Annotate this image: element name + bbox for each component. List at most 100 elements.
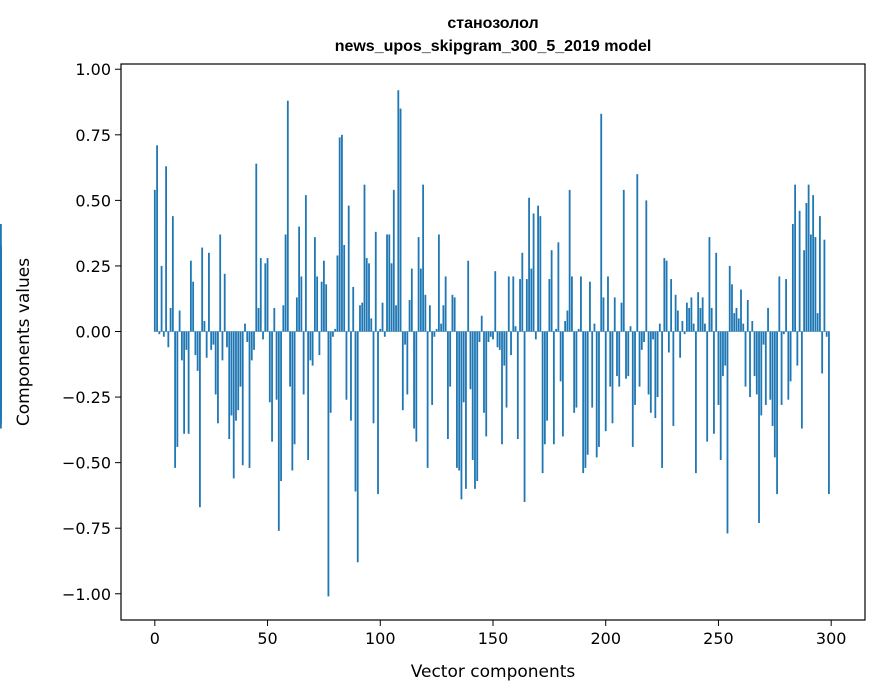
bar — [485, 331, 488, 437]
bar — [300, 276, 303, 332]
bar — [494, 271, 497, 332]
bar — [505, 331, 508, 408]
bar — [733, 313, 736, 332]
bar — [428, 305, 431, 332]
bar — [419, 268, 422, 332]
bar — [415, 331, 418, 442]
bar — [257, 307, 260, 332]
bar — [685, 302, 688, 332]
bar — [406, 331, 409, 395]
bar — [789, 331, 792, 382]
bar — [782, 331, 785, 335]
bar — [638, 331, 641, 387]
bar — [180, 331, 183, 361]
bar — [307, 331, 310, 461]
bar — [819, 216, 821, 332]
bar — [329, 331, 332, 413]
y-tick-label: −1.00 — [62, 585, 111, 604]
bar — [381, 302, 384, 332]
bar — [370, 318, 373, 332]
bar — [640, 331, 643, 350]
bar — [368, 263, 370, 332]
bar — [440, 323, 443, 332]
bar — [746, 300, 749, 332]
bar — [731, 284, 733, 332]
bar — [293, 331, 296, 445]
bar — [598, 331, 600, 447]
bar — [374, 231, 377, 332]
bar — [550, 250, 553, 332]
y-tick-label: 0.00 — [75, 323, 111, 342]
x-tick-label: 250 — [703, 629, 734, 648]
bar — [794, 184, 797, 332]
bar — [778, 276, 781, 332]
chart-subtitle: news_upos_skipgram_300_5_2019 model — [335, 38, 652, 55]
bar — [672, 331, 675, 426]
bar — [176, 331, 179, 447]
bar — [591, 331, 594, 408]
y-tick-label: 1.00 — [75, 60, 111, 79]
bar — [437, 234, 440, 332]
bar — [250, 331, 253, 361]
bar — [379, 328, 382, 332]
bar — [275, 331, 278, 400]
bar — [241, 331, 244, 466]
bar — [422, 184, 425, 332]
bar — [769, 331, 772, 400]
x-axis-label: Vector components — [411, 662, 576, 682]
bar — [690, 297, 693, 332]
bar — [753, 331, 756, 377]
bar — [444, 276, 447, 332]
bar — [586, 331, 589, 455]
bar — [354, 331, 357, 492]
bar — [744, 331, 747, 387]
bar — [318, 331, 321, 356]
bar — [271, 331, 273, 442]
bar — [178, 310, 181, 332]
bar — [530, 268, 533, 332]
x-tick-label: 50 — [257, 629, 277, 648]
bar — [284, 234, 287, 332]
bar — [332, 331, 334, 337]
bar — [165, 166, 167, 332]
bar — [208, 252, 210, 332]
bar — [336, 255, 339, 332]
bar — [377, 331, 379, 495]
bar — [259, 258, 262, 332]
bar — [722, 331, 724, 377]
bar — [226, 331, 228, 348]
bar — [634, 331, 636, 405]
bar — [726, 331, 729, 534]
bar — [478, 331, 481, 342]
bar — [248, 331, 251, 468]
bar — [611, 331, 614, 424]
x-tick-label: 200 — [590, 629, 621, 648]
bar — [510, 331, 512, 356]
bar — [390, 263, 393, 332]
bar — [580, 276, 582, 332]
bar — [706, 331, 709, 442]
bar — [665, 260, 668, 332]
bar — [566, 310, 569, 332]
bar — [467, 260, 470, 332]
bar — [442, 305, 445, 332]
bar — [232, 331, 235, 479]
bar — [622, 189, 625, 332]
bar — [785, 279, 787, 332]
bar — [189, 260, 192, 332]
bar — [521, 252, 524, 332]
bar — [604, 331, 607, 432]
bar — [246, 331, 249, 342]
bar — [557, 242, 560, 332]
bar — [453, 297, 456, 332]
bar — [264, 263, 267, 332]
bar — [347, 205, 350, 332]
bar — [289, 331, 291, 387]
bar — [167, 331, 170, 348]
bar — [480, 315, 483, 332]
bar — [618, 331, 621, 387]
bar — [715, 252, 718, 332]
bar — [483, 331, 485, 413]
